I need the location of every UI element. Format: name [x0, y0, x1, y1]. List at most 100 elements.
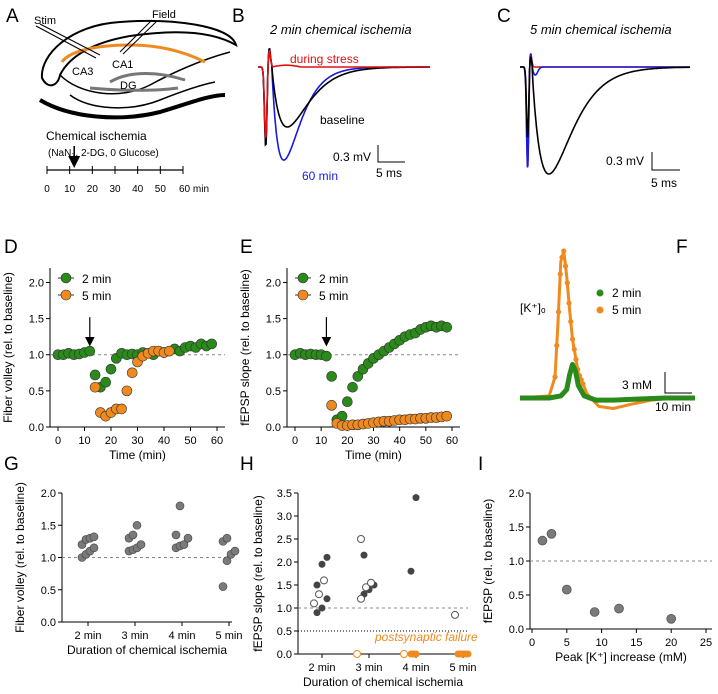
trace-c-stress	[520, 53, 690, 163]
data-point-h-open	[315, 590, 323, 599]
legend-label-f: 5 min	[612, 303, 641, 317]
data-point-i	[537, 535, 548, 546]
data-point-h-filled	[313, 581, 321, 589]
panel-letter-a: A	[6, 6, 19, 27]
y-tick-label-h: 0.0	[277, 649, 292, 661]
kplus-sample-5min	[566, 300, 572, 306]
timeline-tick-label: 0	[44, 184, 50, 195]
data-point-h-filled	[407, 567, 415, 575]
data-point-d-2min	[89, 369, 101, 381]
data-point-i	[561, 584, 572, 595]
data-point-e-2min	[347, 381, 358, 393]
trace-c-60min	[520, 53, 690, 168]
y-tick-label-h: 1.0	[277, 603, 292, 615]
x-tick-label-d: 50	[184, 435, 196, 447]
data-point-g	[230, 546, 240, 556]
kplus-sample-5min	[569, 336, 576, 342]
panel-letter-c: C	[497, 6, 511, 27]
data-point-i	[589, 607, 600, 617]
data-point-h-open	[367, 578, 375, 587]
kplus-sample-5min	[559, 254, 565, 260]
kplus-sample-5min	[568, 318, 574, 325]
data-point-d-2min	[105, 363, 117, 375]
data-point-h-open	[362, 583, 370, 592]
region-dg: DG	[120, 80, 137, 92]
data-point-e-2min	[342, 396, 353, 408]
x-tick-label-i: 5	[564, 637, 570, 649]
y-tick-label-e: 0.0	[266, 422, 281, 434]
x-axis-label-i: Peak [K⁺] increase (mM)	[555, 650, 687, 664]
data-point-d-5min	[116, 403, 127, 415]
data-point-g	[89, 532, 99, 542]
panel-letter-f: F	[676, 237, 688, 258]
x-tick-label-d: 20	[105, 435, 117, 447]
label-60min: 60 min	[302, 169, 338, 183]
timeline-tick-label: 60 min	[179, 184, 209, 195]
data-point-g	[222, 556, 232, 566]
data-point-e-5min	[326, 400, 337, 411]
timeline-tick-label: 50	[155, 184, 167, 195]
y-tick-label-g: 1.5	[41, 520, 56, 532]
data-point-e-2min	[352, 371, 364, 382]
stim-label: Stim	[34, 15, 56, 27]
x-tick-label-g: 3 min	[122, 630, 149, 642]
y-tick-label-i: 0.0	[509, 624, 524, 636]
scale-bar-f	[664, 372, 692, 394]
label-baseline: baseline	[320, 113, 365, 127]
y-tick-label-h: 3.5	[277, 488, 292, 500]
data-point-i	[666, 613, 677, 624]
kplus-title: [K⁺]ₒ	[520, 301, 546, 315]
panel-g-chart: 0.0 0.5 1.0 1.5 2.0 Fiber volley (rel. to bas…	[13, 482, 242, 657]
y-tick-label-g: 0.0	[41, 617, 56, 629]
kplus-sample-5min	[562, 263, 569, 269]
annotation-postsynaptic-failure: postsynaptic failure	[374, 630, 478, 644]
y-tick-label-e: 1.5	[266, 314, 281, 326]
x-axis-label-e: Time (min)	[345, 448, 402, 462]
y-axis-label-h: fEPSP slope (rel. to baseline)	[251, 495, 265, 652]
panel-letter-e: E	[240, 237, 253, 258]
panel-e-chart: 0.0 0.5 1.0 1.5 2.0 fEPSP slope (rel. to base…	[238, 268, 460, 462]
legend-marker-f	[596, 306, 604, 314]
y-tick-label-e: 1.0	[266, 350, 281, 362]
y-tick-label-h: 2.0	[277, 557, 292, 569]
data-point-g	[222, 533, 232, 543]
x-tick-label-g: 2 min	[75, 630, 102, 642]
y-tick-label-g: 0.5	[41, 585, 56, 597]
data-point-e-2min	[326, 371, 337, 382]
x-tick-label-i: 20	[665, 637, 677, 649]
x-tick-label-d: 40	[158, 435, 170, 447]
failure-point-h-open	[400, 650, 408, 658]
legend-label-f: 2 min	[612, 286, 641, 300]
data-point-h-open	[310, 599, 318, 608]
scale-f-min: 10 min	[655, 400, 691, 414]
x-tick-label-h: 2 min	[309, 662, 336, 674]
data-point-h-filled	[360, 551, 368, 559]
protocol-timeline: 0 10 20 30 40 50 60 min	[44, 146, 209, 195]
x-tick-label-h: 3 min	[356, 662, 383, 674]
data-point-h-filled	[323, 595, 331, 603]
timeline-tick-label: 40	[132, 184, 144, 195]
x-tick-label-e: 30	[367, 435, 379, 447]
x-axis-label-g: Duration of chemical ischemia	[67, 643, 227, 657]
scale-b-ms: 5 ms	[376, 166, 402, 180]
y-tick-label-g: 2.0	[41, 488, 56, 500]
region-ca3: CA3	[72, 66, 93, 78]
data-point-h-filled	[318, 560, 326, 568]
failure-point-h-open	[353, 650, 361, 658]
y-tick-label-d: 1.5	[29, 314, 44, 326]
x-tick-label-i: 10	[595, 637, 607, 649]
failure-point-h-filled	[412, 650, 420, 658]
x-tick-label-i: 25	[700, 637, 712, 649]
data-point-h-open	[357, 535, 365, 543]
data-point-d-5min	[121, 385, 133, 397]
data-point-g	[179, 540, 189, 549]
data-point-g	[183, 533, 193, 543]
scale-b-mv: 0.3 mV	[333, 150, 371, 164]
y-tick-label-i: 1.5	[509, 522, 524, 534]
data-point-d-5min	[126, 367, 138, 379]
legend-marker-e	[297, 272, 309, 284]
trace-b-stress	[258, 49, 430, 139]
kplus-sample-5min	[555, 309, 562, 315]
data-point-h-filled	[323, 553, 331, 561]
